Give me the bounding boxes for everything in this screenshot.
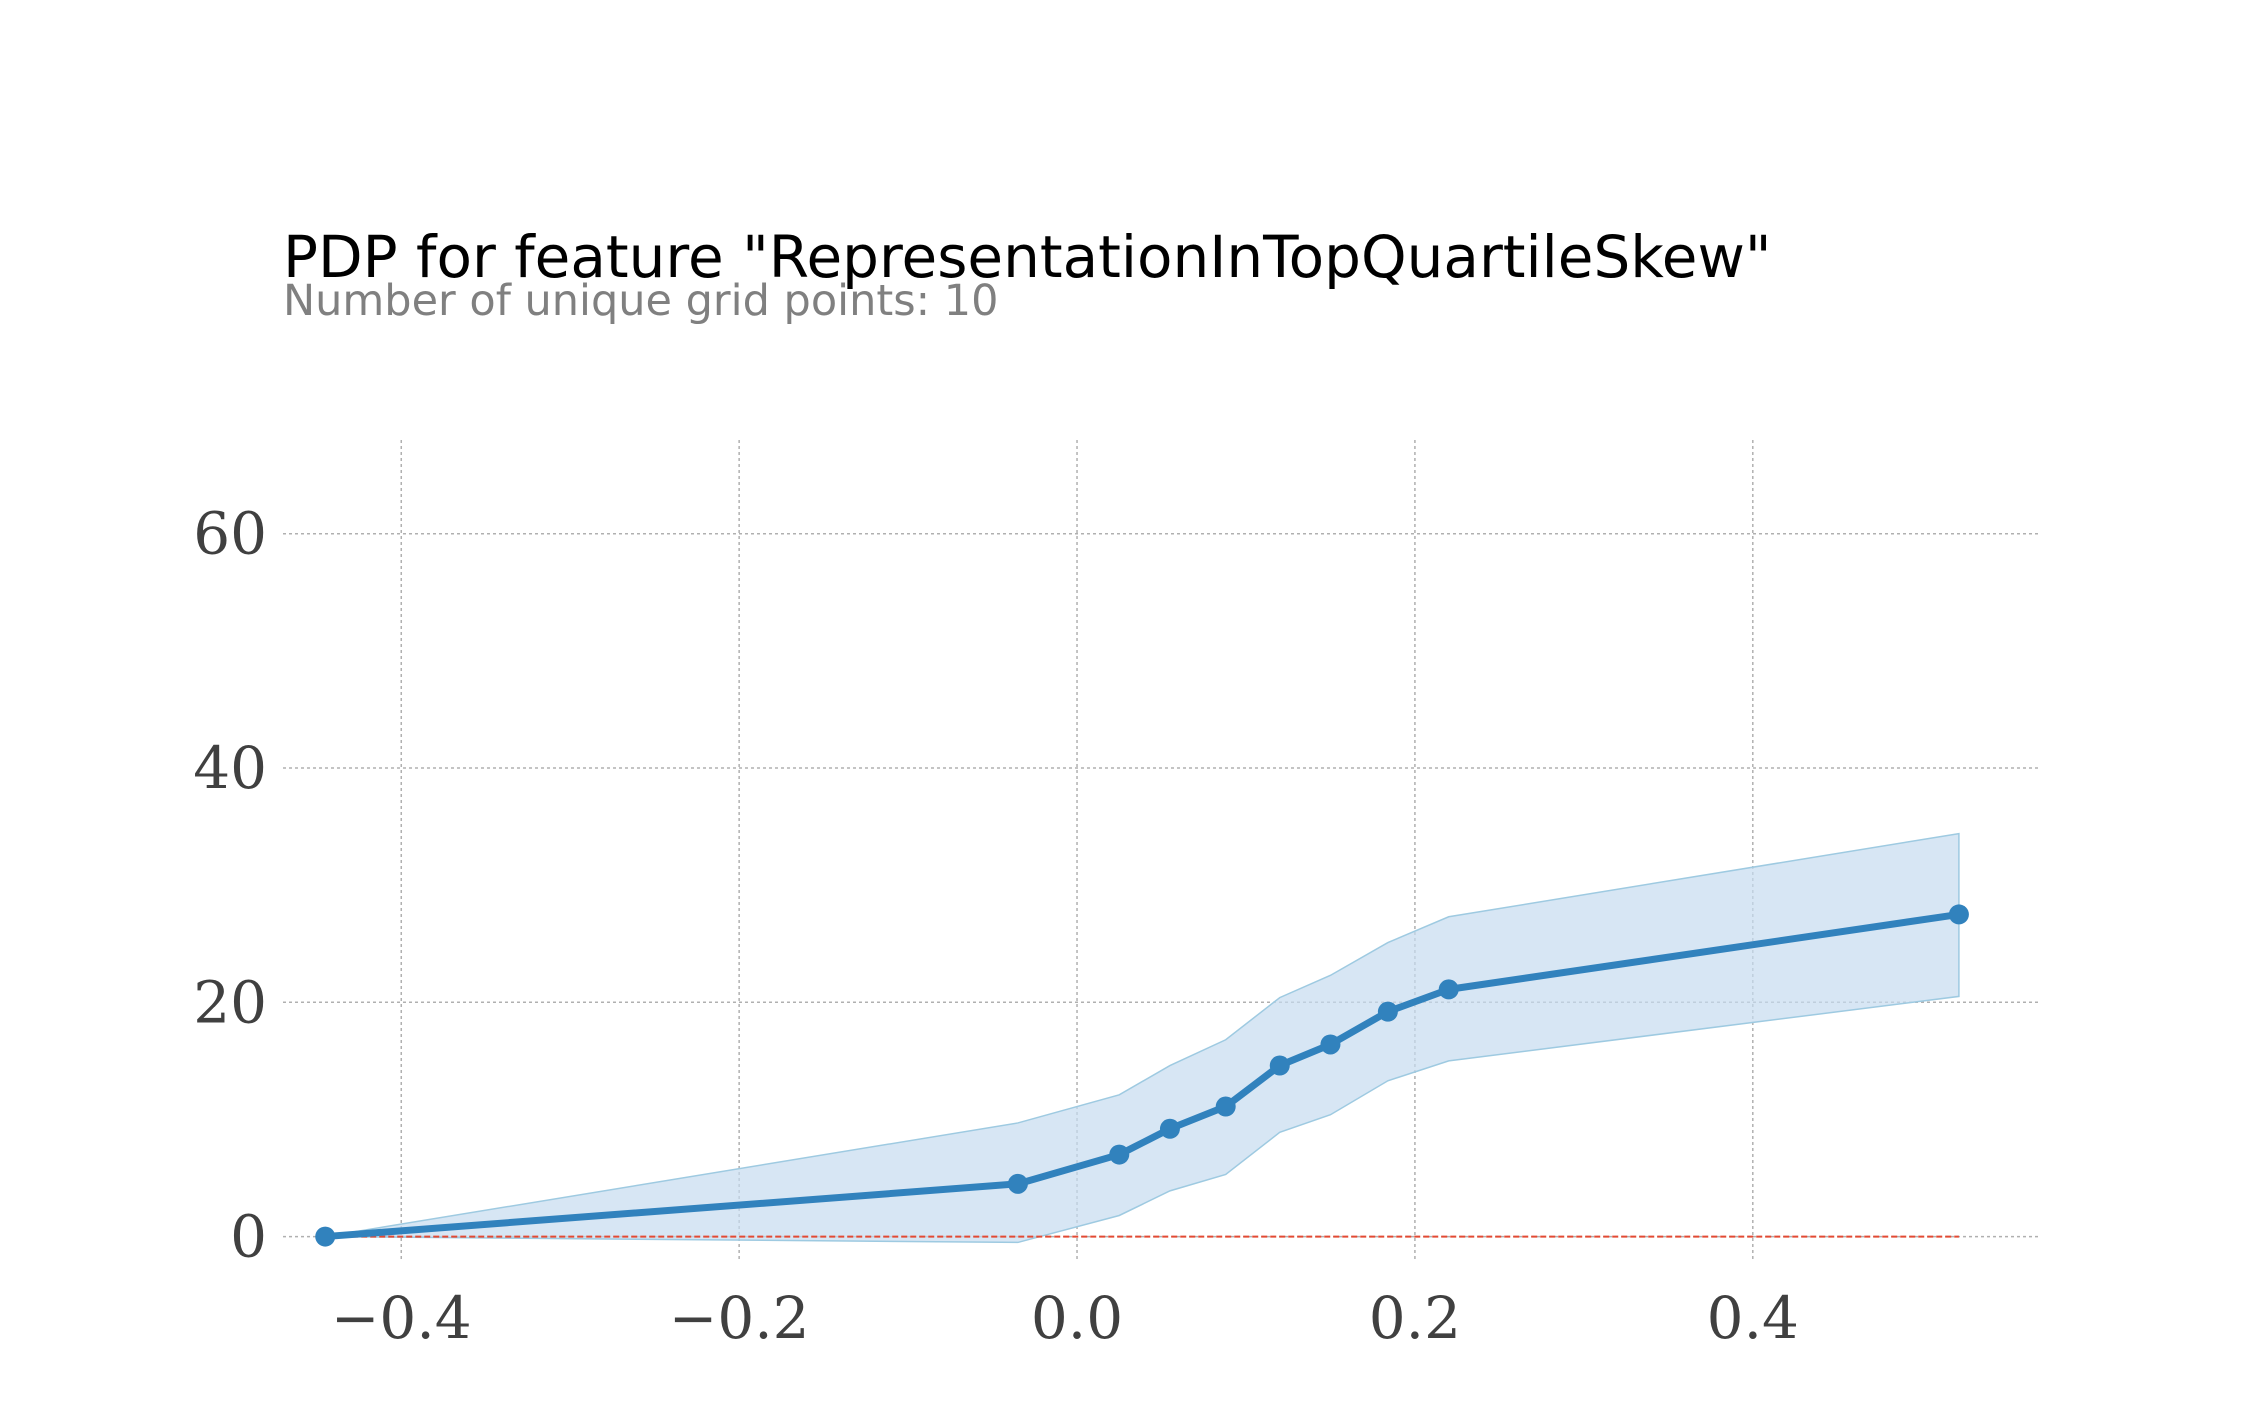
- y-tick-labels: 0 20 40 60: [193, 500, 267, 1271]
- confidence-band: [325, 832, 1960, 1244]
- series-line-layer: [321, 910, 1963, 1241]
- x-tick-label: 0.2: [1369, 1284, 1461, 1352]
- pdp-line: [321, 910, 1963, 1241]
- data-point: [1215, 1096, 1236, 1117]
- confidence-band-layer: [325, 832, 1960, 1244]
- y-tick-label: 40: [193, 734, 267, 802]
- y-tick-label: 0: [230, 1203, 267, 1271]
- data-point: [1438, 979, 1459, 1000]
- x-tick-label: 0.4: [1707, 1284, 1799, 1352]
- data-points-layer: [315, 904, 1969, 1247]
- chart-subtitle: Number of unique grid points: 10: [283, 276, 999, 326]
- data-point: [1377, 1001, 1398, 1022]
- data-point: [1109, 1144, 1130, 1165]
- data-point: [315, 1226, 336, 1247]
- data-point: [1269, 1055, 1290, 1076]
- x-tick-label: 0.0: [1031, 1284, 1123, 1352]
- x-tick-label: −0.2: [669, 1284, 810, 1352]
- data-point: [1948, 904, 1969, 925]
- x-tick-label: −0.4: [331, 1284, 472, 1352]
- data-point: [1159, 1118, 1180, 1139]
- data-point: [1007, 1173, 1028, 1194]
- y-tick-label: 60: [193, 500, 267, 568]
- x-tick-labels: −0.4 −0.2 0.0 0.2 0.4: [331, 1284, 1799, 1352]
- y-tick-label: 20: [193, 968, 267, 1036]
- data-point: [1320, 1034, 1341, 1055]
- chart-title: PDP for feature "RepresentationInTopQuar…: [283, 223, 1772, 291]
